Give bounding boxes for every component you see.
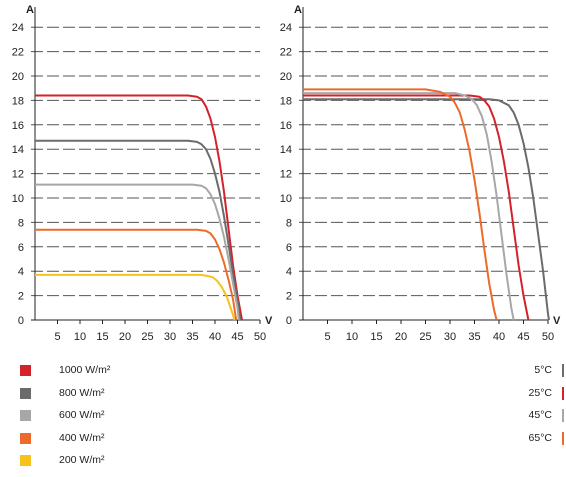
x-tick-label: 10 <box>346 331 358 343</box>
x-tick-label: 40 <box>493 331 505 343</box>
x-tick-label: 15 <box>370 331 382 343</box>
legend-item-25c: 25°C <box>476 386 566 410</box>
y-tick-label: 20 <box>280 71 292 83</box>
y-tick-label: 16 <box>280 120 292 132</box>
y-tick-label: 2 <box>18 291 24 303</box>
series-line <box>35 183 240 321</box>
x-tick-label: 20 <box>119 331 131 343</box>
y-tick-label: 0 <box>286 315 292 327</box>
x-tick-label: 20 <box>395 331 407 343</box>
legend-item-45c: 45°C <box>476 409 566 432</box>
x-unit-label: V <box>265 315 273 327</box>
y-unit-label: A <box>294 4 302 16</box>
legend-label-200: 200 W/m² <box>59 454 105 466</box>
series-line <box>303 92 515 321</box>
legend-swatch-1000 <box>20 365 31 376</box>
legend-swatch-65c <box>562 431 564 445</box>
legend-label-400: 400 W/m² <box>59 431 105 444</box>
x-tick-label: 50 <box>254 331 266 343</box>
y-tick-label: 16 <box>12 120 24 132</box>
y-tick-label: 10 <box>12 193 24 205</box>
legend-swatch-600 <box>20 410 31 421</box>
series-line <box>35 273 236 321</box>
x-tick-label: 35 <box>468 331 480 343</box>
y-tick-label: 6 <box>18 242 24 254</box>
legend-label-45c: 45°C <box>528 409 552 421</box>
y-tick-label: 14 <box>12 144 24 156</box>
y-tick-label: 2 <box>286 291 292 303</box>
y-tick-label: 10 <box>280 193 292 205</box>
x-tick-label: 40 <box>209 331 221 343</box>
legend-label-800: 800 W/m² <box>59 386 105 399</box>
legend-label-5c: 5°C <box>534 364 552 376</box>
y-tick-label: 20 <box>12 71 24 83</box>
y-tick-label: 12 <box>280 169 292 181</box>
temperature-legend: 5°C 25°C 45°C 65°C <box>476 364 566 454</box>
series-line <box>35 139 242 321</box>
y-tick-label: 8 <box>286 217 292 229</box>
x-tick-label: 25 <box>141 331 153 343</box>
x-tick-label: 5 <box>54 331 60 343</box>
series-line <box>303 88 498 321</box>
legend-swatch-45c <box>562 409 564 422</box>
x-tick-label: 25 <box>419 331 431 343</box>
y-tick-label: 18 <box>280 95 292 107</box>
x-tick-label: 45 <box>517 331 529 343</box>
x-tick-label: 30 <box>164 331 176 343</box>
x-tick-label: 30 <box>444 331 456 343</box>
legend-label-600: 600 W/m² <box>59 409 105 421</box>
x-unit-label: V <box>553 315 561 327</box>
y-tick-label: 24 <box>12 22 24 34</box>
x-tick-label: 45 <box>231 331 243 343</box>
legend-swatch-800 <box>20 387 31 399</box>
y-tick-label: 12 <box>12 169 24 181</box>
legend-item-5c: 5°C <box>476 364 566 387</box>
legend-swatch-5c <box>562 364 564 377</box>
series-line <box>303 98 550 321</box>
y-tick-label: 0 <box>18 315 24 327</box>
y-tick-label: 4 <box>18 266 24 278</box>
series-line <box>35 94 243 321</box>
y-tick-label: 24 <box>280 22 292 34</box>
y-tick-label: 22 <box>280 47 292 59</box>
y-tick-label: 4 <box>286 266 292 278</box>
y-tick-label: 18 <box>12 95 24 107</box>
y-tick-label: 14 <box>280 144 292 156</box>
x-tick-label: 10 <box>74 331 86 343</box>
series-line <box>35 228 238 321</box>
legend-swatch-400 <box>20 432 31 444</box>
legend-label-65c: 65°C <box>528 431 552 444</box>
x-tick-label: 5 <box>324 331 330 343</box>
legend-swatch-200 <box>20 455 31 466</box>
x-tick-label: 15 <box>96 331 108 343</box>
legend-item-65c: 65°C <box>476 431 566 455</box>
y-tick-label: 8 <box>18 217 24 229</box>
legend-swatch-25c <box>562 386 564 400</box>
legend-label-1000: 1000 W/m² <box>59 364 111 376</box>
y-tick-label: 22 <box>12 47 24 59</box>
x-tick-label: 50 <box>542 331 554 343</box>
series-line <box>303 94 530 321</box>
y-tick-label: 6 <box>286 242 292 254</box>
y-unit-label: A <box>26 4 34 16</box>
legend-label-25c: 25°C <box>528 386 552 399</box>
x-tick-label: 35 <box>186 331 198 343</box>
